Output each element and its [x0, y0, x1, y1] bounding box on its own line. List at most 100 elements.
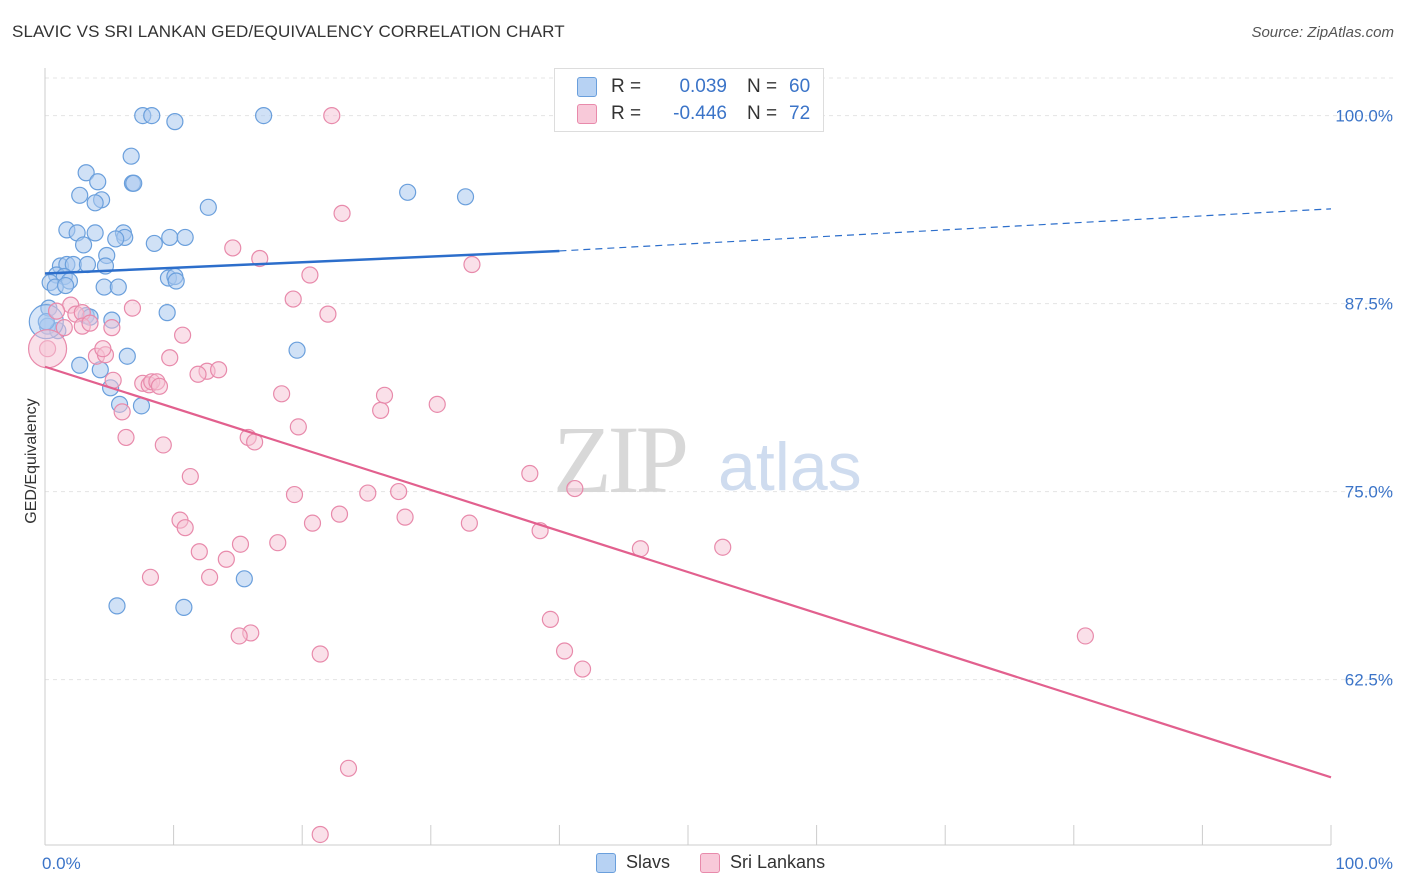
- sri-lankans-point: [330, 505, 349, 523]
- sri-lankans-point: [555, 642, 574, 660]
- sri-lankans-point: [47, 302, 66, 320]
- sri-lankans-point: [174, 326, 192, 344]
- slavs-swatch: [596, 852, 616, 873]
- slavs-point: [399, 183, 417, 201]
- sri-lankans-point: [123, 299, 142, 317]
- legend-row-slavs: R = 0.039 N = 60: [577, 75, 810, 99]
- n-value: 72: [789, 103, 811, 124]
- slavs-swatch: [577, 77, 597, 97]
- legend-item-slavs[interactable]: Slavs: [596, 852, 670, 873]
- slavs-point: [86, 224, 104, 242]
- sri-lankans-point: [141, 568, 160, 586]
- slavs-point: [107, 230, 125, 248]
- sri-lankans-point: [428, 395, 446, 413]
- sri-lankans-point: [230, 627, 248, 645]
- sri-lankans-swatch: [577, 104, 597, 124]
- sri-lankans-point: [285, 485, 304, 504]
- sri-lankans-point: [94, 340, 112, 358]
- slavs-point: [161, 228, 179, 247]
- slavs-point: [74, 236, 93, 254]
- y-tick-label: 100.0%: [1335, 107, 1393, 126]
- sri-lankans-point: [190, 543, 208, 561]
- sri-lankans-point: [176, 519, 194, 537]
- sri-lankans-point: [231, 535, 250, 553]
- r-label: R =: [611, 76, 642, 97]
- sri-lankans-point: [396, 508, 414, 526]
- sri-lankans-point: [323, 106, 341, 125]
- n-label: N =: [747, 76, 778, 97]
- sri-lankans-point: [201, 568, 219, 586]
- sri-lankans-point: [27, 329, 68, 369]
- r-value: 0.039: [679, 76, 727, 97]
- slavs-point: [56, 276, 75, 295]
- watermark-zip: ZIP: [553, 406, 686, 513]
- watermark-atlas: atlas: [718, 429, 862, 505]
- sri-lankans-point: [372, 401, 390, 419]
- sri-lankans-point: [333, 204, 351, 222]
- sri-lankans-point: [210, 361, 228, 379]
- slavs-point: [89, 173, 107, 191]
- slavs-point: [235, 570, 253, 588]
- slavs-point: [175, 598, 193, 616]
- sri-lankans-point: [117, 428, 135, 447]
- slavs-point: [125, 174, 143, 192]
- sri-lankans-point: [566, 479, 584, 498]
- slavs-point: [176, 228, 194, 247]
- slavs-trend-extension: [559, 208, 1332, 252]
- sri-lankans-swatch: [700, 852, 721, 873]
- sri-lankans-point: [339, 759, 358, 777]
- x-tick-label: 0.0%: [42, 854, 81, 873]
- series-slavs: [28, 106, 475, 616]
- source-label: Source: ZipAtlas.com: [1251, 24, 1394, 41]
- r-label: R =: [611, 103, 642, 124]
- sri-lankans-point: [319, 305, 337, 323]
- sri-lankans-point: [81, 314, 99, 332]
- slavs-point: [456, 188, 475, 206]
- series-legend: Slavs Sri Lankans: [596, 852, 855, 873]
- r-value: -0.446: [673, 103, 727, 124]
- sri-lankans-trend-line: [44, 365, 1332, 779]
- slavs-point: [145, 234, 163, 253]
- legend-label-slavs: Slavs: [626, 852, 671, 872]
- sri-lankans-point: [303, 514, 322, 532]
- sri-lankans-point: [224, 239, 242, 257]
- sri-lankans-point: [161, 349, 179, 367]
- slavs-point: [109, 278, 127, 296]
- sri-lankans-point: [714, 538, 732, 556]
- y-tick-label: 75.0%: [1345, 483, 1393, 502]
- sri-lankans-point: [189, 365, 207, 383]
- sri-lankans-point: [181, 467, 199, 486]
- sri-lankans-point: [150, 377, 169, 395]
- slavs-point: [166, 113, 184, 131]
- slavs-point: [71, 356, 89, 374]
- chart-title: SLAVIC VS SRI LANKAN GED/EQUIVALENCY COR…: [12, 22, 565, 41]
- tick-labels: 62.5% 75.0% 87.5% 100.0% 0.0% 100.0%: [42, 107, 1393, 873]
- sri-lankans-point: [251, 249, 269, 268]
- slavs-point: [78, 255, 97, 274]
- legend-item-sri-lankans[interactable]: Sri Lankans: [700, 852, 825, 873]
- sri-lankans-point: [289, 418, 307, 436]
- slavs-point: [158, 304, 176, 322]
- slavs-point: [199, 198, 217, 216]
- sri-lankans-point: [55, 319, 73, 337]
- sri-lankans-point: [103, 319, 121, 337]
- slavs-point: [167, 272, 185, 290]
- sri-lankans-point: [269, 534, 287, 552]
- slavs-point: [288, 341, 306, 359]
- n-label: N =: [747, 103, 778, 124]
- sri-lankans-point: [284, 290, 302, 308]
- sri-lankans-point: [359, 484, 377, 502]
- slavs-point: [86, 194, 104, 212]
- slavs-point: [143, 106, 161, 125]
- sri-lankans-point: [390, 482, 408, 501]
- n-value: 60: [789, 76, 811, 97]
- sri-lankans-point: [311, 825, 329, 844]
- sri-lankans-point: [113, 403, 131, 421]
- series-sri-lankans: [27, 106, 1094, 844]
- y-tick-label: 62.5%: [1345, 671, 1393, 690]
- slavs-point: [77, 164, 95, 182]
- sri-lankans-point: [154, 436, 172, 454]
- slavs-point: [255, 106, 273, 125]
- slavs-point: [122, 147, 140, 165]
